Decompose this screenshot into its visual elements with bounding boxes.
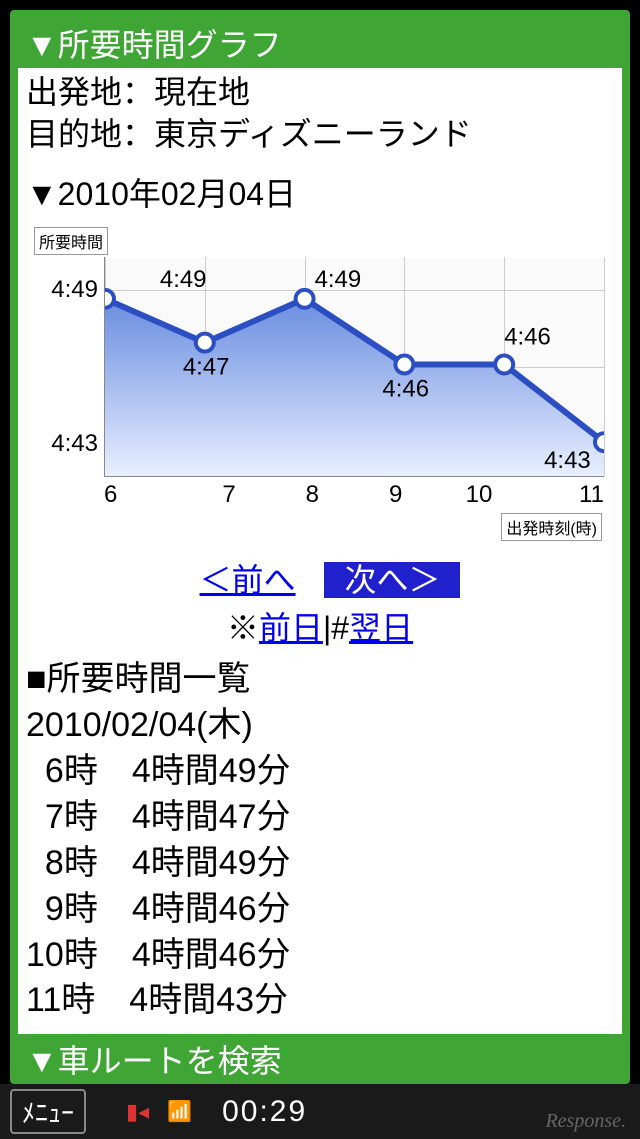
dest-label: 目的地： bbox=[26, 116, 154, 152]
list-item: 10時 4時間46分 bbox=[26, 933, 614, 979]
y-tick: 4:43 bbox=[51, 430, 98, 458]
phone-frame: ▼所要時間グラフ 出発地：現在地 目的地：東京ディズニーランド ▼2010年02… bbox=[10, 10, 630, 1084]
point-label: 4:46 bbox=[382, 376, 429, 403]
x-tick: 7 bbox=[187, 481, 270, 509]
point-label: 4:49 bbox=[315, 266, 362, 293]
origin-row: 出発地：現在地 bbox=[26, 72, 614, 114]
next-day-link[interactable]: 翌日 bbox=[349, 610, 413, 646]
section-header-search: ▼車ルートを検索 bbox=[18, 1034, 622, 1076]
next-day-prefix: # bbox=[331, 610, 349, 646]
watermark: Response. bbox=[545, 1110, 626, 1133]
x-tick: 9 bbox=[354, 481, 437, 509]
x-axis: 6 7 8 9 10 11 bbox=[104, 477, 604, 509]
origin-value: 現在地 bbox=[154, 74, 250, 110]
list-item: 6時 4時間49分 bbox=[26, 749, 614, 795]
route-info: 出発地：現在地 目的地：東京ディズニーランド bbox=[18, 68, 622, 167]
list-date: 2010/02/04(木) bbox=[26, 703, 614, 749]
chart-svg: 4:49 4:47 4:49 4:46 4:46 4:43 bbox=[105, 257, 604, 476]
duration-list: ■所要時間一覧 2010/02/04(木) 6時 4時間49分 7時 4時間47… bbox=[18, 655, 622, 1034]
nav-row-days: ※前日|#翌日 bbox=[18, 603, 622, 655]
point-label: 4:49 bbox=[160, 266, 207, 293]
chart: 所要時間 4:49 4:43 bbox=[18, 217, 622, 549]
x-tick: 11 bbox=[521, 481, 604, 509]
list-heading: ■所要時間一覧 bbox=[26, 657, 614, 703]
origin-label: 出発地： bbox=[26, 74, 154, 110]
x-tick: 8 bbox=[271, 481, 354, 509]
section-header-graph: ▼所要時間グラフ bbox=[18, 18, 622, 68]
menu-button[interactable]: ﾒﾆｭｰ bbox=[10, 1089, 86, 1134]
point-label: 4:47 bbox=[183, 354, 230, 381]
y-axis: 4:49 4:43 bbox=[34, 257, 104, 477]
point-label: 4:46 bbox=[504, 324, 551, 351]
nav-row: ＜前へ 次へ＞ bbox=[18, 549, 622, 603]
x-tick: 6 bbox=[104, 481, 187, 509]
y-axis-label: 所要時間 bbox=[34, 227, 108, 255]
plot-area: 4:49 4:47 4:49 4:46 4:46 4:43 bbox=[104, 257, 604, 477]
y-tick: 4:49 bbox=[51, 276, 98, 304]
clock: 00:29 bbox=[222, 1095, 307, 1129]
battery-icon: ▮◂ bbox=[126, 1099, 149, 1125]
x-tick: 10 bbox=[437, 481, 520, 509]
dest-row: 目的地：東京ディズニーランド bbox=[26, 114, 614, 156]
prev-day-prefix: ※ bbox=[227, 610, 259, 646]
next-link[interactable]: 次へ＞ bbox=[324, 562, 460, 598]
list-item: 8時 4時間49分 bbox=[26, 841, 614, 887]
list-item: 11時 4時間43分 bbox=[26, 978, 614, 1024]
signal-icon: 📶 bbox=[167, 1099, 192, 1124]
list-item: 9時 4時間46分 bbox=[26, 887, 614, 933]
date-header: ▼2010年02月04日 bbox=[18, 167, 622, 217]
x-axis-label: 出発時刻(時) bbox=[501, 513, 602, 541]
prev-day-link[interactable]: 前日 bbox=[259, 610, 323, 646]
prev-link[interactable]: ＜前へ bbox=[180, 562, 316, 598]
list-item: 7時 4時間47分 bbox=[26, 795, 614, 841]
dest-value: 東京ディズニーランド bbox=[154, 116, 472, 152]
content-area: ▼所要時間グラフ 出発地：現在地 目的地：東京ディズニーランド ▼2010年02… bbox=[18, 18, 622, 1076]
status-bar: ﾒﾆｭｰ ▮◂ 📶 00:29 bbox=[0, 1084, 640, 1139]
point-label: 4:43 bbox=[544, 447, 591, 474]
